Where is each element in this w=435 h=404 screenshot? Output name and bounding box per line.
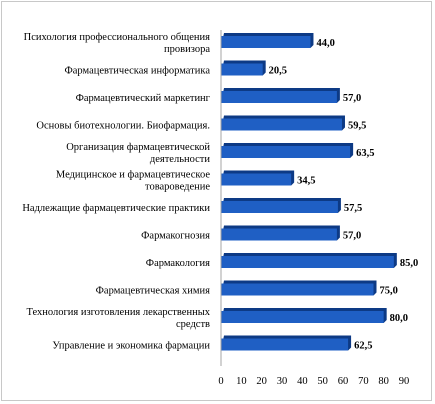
value-label: 75,0 <box>380 286 398 297</box>
x-tick-label: 60 <box>338 376 349 387</box>
x-tick-label: 0 <box>218 376 223 387</box>
category-label: деятельности <box>150 154 210 165</box>
bar <box>221 118 342 131</box>
category-label: Медицинское и фармацевтическое <box>56 170 210 181</box>
x-tick-label: 20 <box>256 376 267 387</box>
bar <box>221 283 374 296</box>
value-label: 57,5 <box>344 203 362 214</box>
value-label: 80,0 <box>390 313 408 324</box>
category-label: Фармацевтическая информатика <box>64 66 210 77</box>
x-axis: 0 10 20 30 40 50 60 70 80 90 <box>218 30 409 387</box>
category-label: Фармакология <box>146 258 210 269</box>
bar <box>221 256 394 268</box>
x-tick-label: 90 <box>399 376 410 387</box>
category-label: Надлежащие фармацевтические практики <box>22 203 210 214</box>
bar <box>221 36 311 48</box>
category-label: провизора <box>164 44 210 55</box>
x-tick-label: 70 <box>358 376 369 387</box>
value-label: 62,5 <box>354 341 372 352</box>
value-label: 34,5 <box>297 176 315 187</box>
bar <box>221 91 337 103</box>
category-label: Психология профессионального общения <box>24 32 210 43</box>
category-label: Управление и экономика фармации <box>52 341 210 352</box>
value-label: 59,5 <box>348 121 366 132</box>
x-tick-label: 10 <box>236 376 247 387</box>
x-tick-label: 40 <box>297 376 308 387</box>
x-tick-label: 50 <box>317 376 328 387</box>
bar <box>221 173 292 186</box>
bar <box>221 338 349 351</box>
value-label: 57,0 <box>343 231 361 242</box>
bar <box>221 228 337 241</box>
category-label: Фармацевтический маркетинг <box>76 93 211 104</box>
value-label: 57,0 <box>343 93 361 104</box>
value-label: 20,5 <box>269 66 287 77</box>
category-label: Основы биотехнологии. Биофармация. <box>36 121 210 132</box>
x-tick-label: 30 <box>277 376 288 387</box>
value-label: 63,5 <box>356 148 374 159</box>
bar <box>221 63 263 76</box>
category-label: средств <box>176 319 210 330</box>
value-label: 44,0 <box>316 38 334 49</box>
category-label: Технология изготовления лекарственных <box>26 307 210 318</box>
category-labels: Психология профессионального общенияпров… <box>22 32 210 352</box>
bar <box>221 146 351 158</box>
bar <box>221 201 338 213</box>
category-label: Организация фармацевтической <box>66 142 210 153</box>
value-label: 85,0 <box>400 258 418 269</box>
bars-group: 44,0 20,5 57,0 59,5 63,5 34,5 57,5 57,0 85,0 75,0… <box>221 33 418 352</box>
x-tick-label: 80 <box>378 376 389 387</box>
category-label: Фармакогнозия <box>141 231 210 242</box>
bar <box>221 311 384 323</box>
category-label: Фармацевтическая химия <box>96 286 211 297</box>
category-label: товароведение <box>145 182 210 193</box>
